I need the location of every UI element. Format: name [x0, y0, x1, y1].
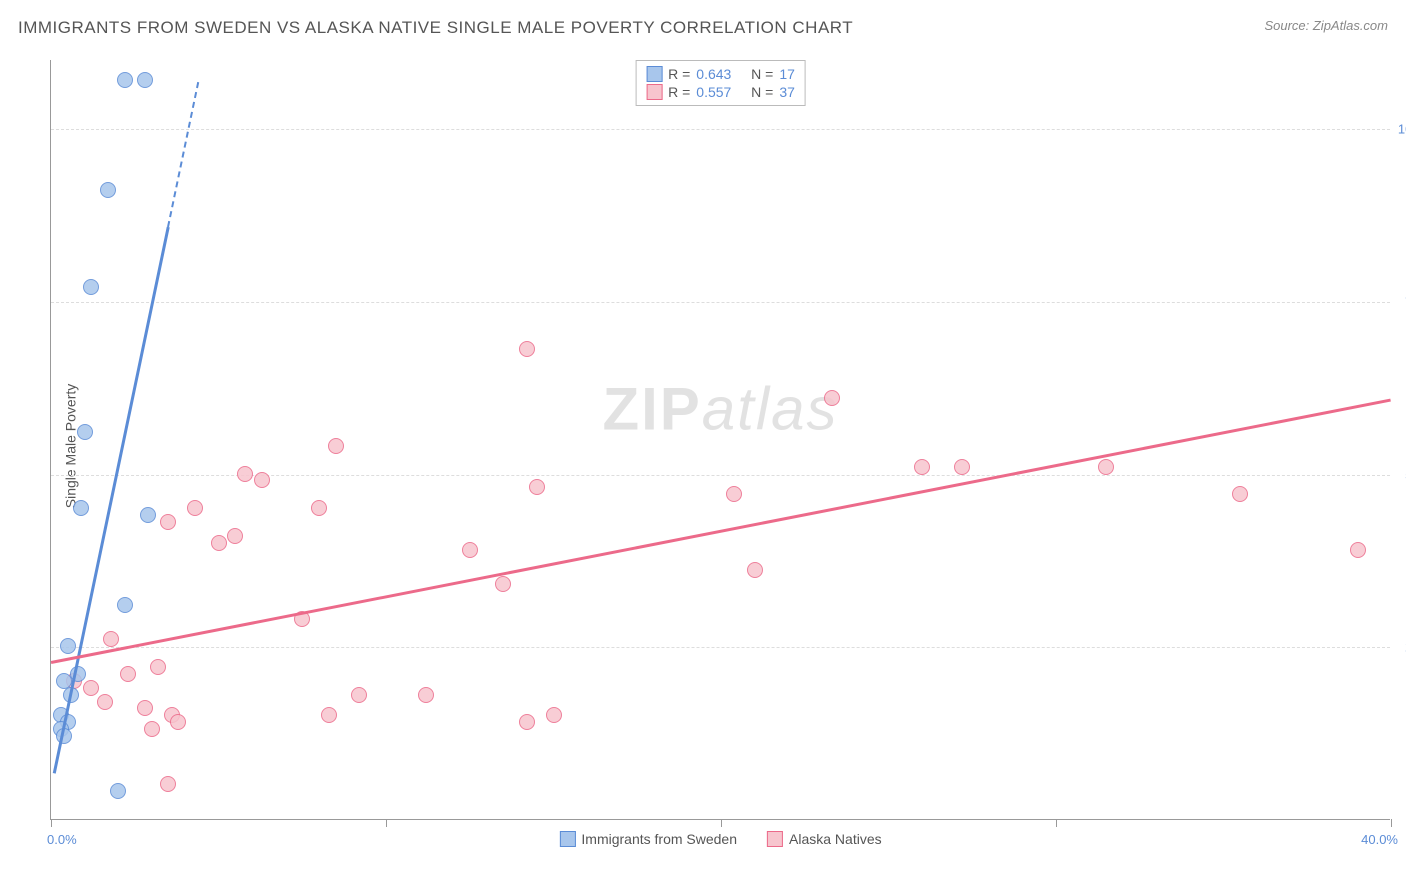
data-point-pink — [954, 459, 970, 475]
chart-header: IMMIGRANTS FROM SWEDEN VS ALASKA NATIVE … — [18, 18, 1388, 38]
data-point-pink — [1350, 542, 1366, 558]
x-tick — [51, 819, 52, 827]
data-point-pink — [254, 472, 270, 488]
correlation-legend: R = 0.643 N = 17 R = 0.557 N = 37 — [635, 60, 806, 106]
data-point-blue — [73, 500, 89, 516]
legend-item-pink: Alaska Natives — [767, 831, 882, 847]
data-point-blue — [140, 507, 156, 523]
data-point-blue — [137, 72, 153, 88]
series-legend: Immigrants from Sweden Alaska Natives — [559, 831, 881, 847]
data-point-pink — [311, 500, 327, 516]
data-point-blue — [60, 638, 76, 654]
swatch-pink — [767, 831, 783, 847]
legend-row-blue: R = 0.643 N = 17 — [646, 65, 795, 83]
data-point-pink — [328, 438, 344, 454]
data-point-pink — [150, 659, 166, 675]
data-point-blue — [117, 597, 133, 613]
watermark: ZIPatlas — [602, 375, 838, 444]
source-attribution: Source: ZipAtlas.com — [1264, 18, 1388, 33]
data-point-pink — [519, 714, 535, 730]
data-point-pink — [160, 776, 176, 792]
data-point-pink — [824, 390, 840, 406]
x-tick-label: 40.0% — [1361, 832, 1398, 847]
data-point-blue — [100, 182, 116, 198]
data-point-pink — [144, 721, 160, 737]
data-point-blue — [83, 279, 99, 295]
data-point-pink — [103, 631, 119, 647]
data-point-pink — [726, 486, 742, 502]
data-point-pink — [351, 687, 367, 703]
data-point-pink — [495, 576, 511, 592]
data-point-pink — [747, 562, 763, 578]
trend-line-extrapolated — [167, 82, 199, 227]
trend-line — [51, 399, 1391, 664]
data-point-pink — [187, 500, 203, 516]
data-point-blue — [110, 783, 126, 799]
swatch-blue — [646, 66, 662, 82]
data-point-pink — [237, 466, 253, 482]
x-tick — [1056, 819, 1057, 827]
data-point-pink — [529, 479, 545, 495]
x-tick — [721, 819, 722, 827]
x-tick — [1391, 819, 1392, 827]
data-point-pink — [418, 687, 434, 703]
data-point-pink — [97, 694, 113, 710]
chart-title: IMMIGRANTS FROM SWEDEN VS ALASKA NATIVE … — [18, 18, 853, 38]
data-point-pink — [211, 535, 227, 551]
data-point-pink — [170, 714, 186, 730]
data-point-pink — [321, 707, 337, 723]
gridline — [51, 647, 1390, 648]
y-tick-label: 100.0% — [1398, 122, 1406, 137]
data-point-pink — [1098, 459, 1114, 475]
legend-row-pink: R = 0.557 N = 37 — [646, 83, 795, 101]
trend-line — [53, 227, 169, 773]
data-point-pink — [546, 707, 562, 723]
gridline — [51, 129, 1390, 130]
data-point-pink — [120, 666, 136, 682]
data-point-blue — [117, 72, 133, 88]
gridline — [51, 302, 1390, 303]
data-point-blue — [77, 424, 93, 440]
data-point-pink — [227, 528, 243, 544]
legend-item-blue: Immigrants from Sweden — [559, 831, 737, 847]
data-point-pink — [160, 514, 176, 530]
data-point-pink — [1232, 486, 1248, 502]
data-point-pink — [83, 680, 99, 696]
swatch-pink — [646, 84, 662, 100]
x-tick-label: 0.0% — [47, 832, 77, 847]
data-point-pink — [462, 542, 478, 558]
data-point-pink — [914, 459, 930, 475]
plot-area: ZIPatlas R = 0.643 N = 17 R = 0.557 N = … — [50, 60, 1390, 820]
x-tick — [386, 819, 387, 827]
data-point-pink — [137, 700, 153, 716]
swatch-blue — [559, 831, 575, 847]
data-point-pink — [519, 341, 535, 357]
